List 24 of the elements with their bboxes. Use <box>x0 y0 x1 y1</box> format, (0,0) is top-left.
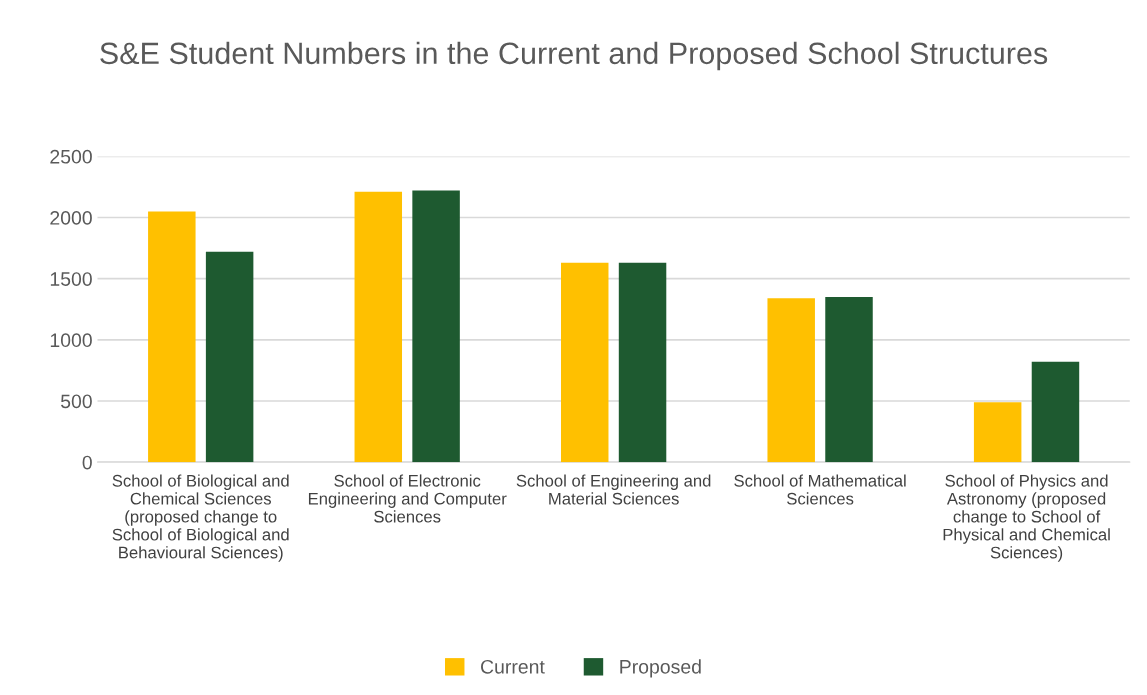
y-tick-label: 2000 <box>50 211 92 225</box>
legend-label: Proposed <box>620 659 701 678</box>
y-tick-label: 1500 <box>50 272 92 286</box>
x-tick-label: School of Mathematical Sciences <box>734 474 906 505</box>
bar <box>354 191 403 463</box>
x-tick-label: School of Physics and Astronomy (proposed change to School of Physical and Chemical Sciences) <box>943 474 1110 562</box>
bar <box>148 211 196 463</box>
bar <box>1031 361 1080 463</box>
bar <box>618 262 667 463</box>
y-tick-label: 1000 <box>50 333 92 348</box>
bar <box>205 251 254 463</box>
x-tick-label: School of Biological and Chemical Sciences (proposed change to School of Biological and Behavioural Sciences) <box>112 474 289 562</box>
chart-title: S&E Student Numbers in the Current and Proposed School Structures <box>100 41 1048 71</box>
y-tick-label: 0 <box>82 455 92 470</box>
x-tick-label: School of Electronic Engineering and Computer Sciences <box>308 474 507 523</box>
bar <box>412 190 460 463</box>
bar <box>973 402 1022 463</box>
x-tick-label: School of Engineering and Material Sciences <box>516 474 711 505</box>
bar <box>561 262 609 463</box>
legend-label: Current <box>481 659 545 674</box>
bar <box>825 297 873 463</box>
y-tick-label: 500 <box>60 394 92 409</box>
bar <box>767 298 815 463</box>
y-tick-label: 2500 <box>50 149 92 164</box>
